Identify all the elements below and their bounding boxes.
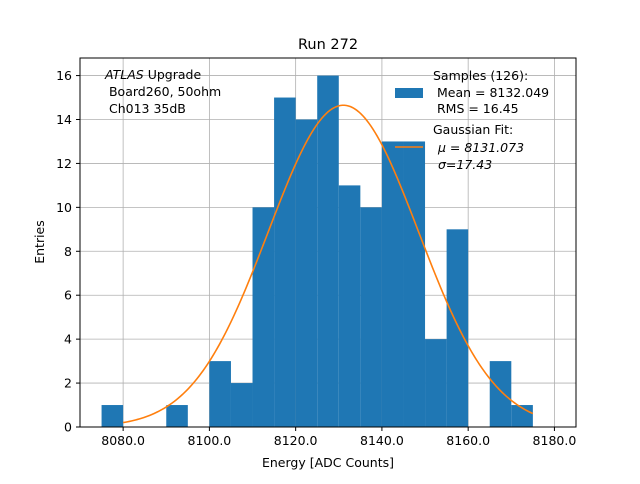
x-tick-label: 8140.0 xyxy=(360,433,404,448)
legend-samples-mean: Mean = 8132.049 xyxy=(433,85,549,100)
x-axis-label: Energy [ADC Counts] xyxy=(262,455,394,470)
legend-samples-rms: RMS = 16.45 xyxy=(433,101,519,116)
chart-title: Run 272 xyxy=(298,37,358,53)
y-axis-label: Entries xyxy=(32,220,47,264)
annotation-line-1: ATLAS Upgrade xyxy=(104,67,201,82)
histogram-bar xyxy=(338,185,361,427)
y-tick-label: 16 xyxy=(56,68,72,83)
x-axis-ticks: 8080.0 8100.0 8120.0 8140.0 8160.0 8180.0 xyxy=(101,427,576,448)
y-tick-label: 14 xyxy=(56,112,72,127)
x-tick-label: 8160.0 xyxy=(446,433,490,448)
legend-fit-mu: μ = 8131.073 xyxy=(437,140,524,155)
histogram-bar xyxy=(101,405,124,427)
annotation-block: ATLAS Upgrade Board260, 50ohm Ch013 35dB xyxy=(104,67,221,116)
histogram-bar xyxy=(274,97,296,428)
histogram-bar xyxy=(446,229,469,427)
annotation-line-3: Ch013 35dB xyxy=(105,101,186,116)
legend-samples-swatch xyxy=(395,88,423,98)
y-tick-label: 2 xyxy=(64,376,72,391)
y-axis-ticks: 0 2 4 6 8 10 12 14 16 xyxy=(56,68,80,435)
y-tick-label: 8 xyxy=(64,244,72,259)
legend-samples-title: Samples (126): xyxy=(433,68,528,83)
annotation-line-2: Board260, 50ohm xyxy=(105,84,221,99)
histogram-bar xyxy=(295,119,318,427)
histogram-bar xyxy=(360,207,382,427)
histogram-bar xyxy=(209,361,231,427)
histogram-bar xyxy=(425,339,447,427)
histogram-bars xyxy=(101,75,533,428)
y-tick-label: 12 xyxy=(56,156,72,171)
histogram-bar xyxy=(317,75,339,428)
legend-fit-title: Gaussian Fit: xyxy=(433,122,513,137)
histogram-bar xyxy=(381,141,404,427)
x-tick-label: 8120.0 xyxy=(274,433,318,448)
x-tick-label: 8100.0 xyxy=(188,433,232,448)
y-tick-label: 10 xyxy=(56,200,72,215)
histogram-bar xyxy=(252,207,275,427)
annotation-upgrade: Upgrade xyxy=(144,67,202,82)
annotation-experiment: ATLAS xyxy=(104,67,144,82)
axes-frame xyxy=(79,57,577,428)
histogram-bar xyxy=(166,405,188,427)
y-tick-label: 0 xyxy=(64,420,72,435)
x-tick-label: 8180.0 xyxy=(533,433,577,448)
legend: Samples (126): Mean = 8132.049 RMS = 16.… xyxy=(395,68,549,172)
x-tick-label: 8080.0 xyxy=(101,433,145,448)
gaussian-fit-curve xyxy=(122,104,534,424)
histogram-bar xyxy=(489,361,512,427)
legend-fit-sigma: σ=17.43 xyxy=(438,157,492,172)
histogram-bar xyxy=(230,383,253,427)
histogram-bar xyxy=(403,141,426,427)
y-tick-label: 4 xyxy=(64,332,72,347)
y-tick-label: 6 xyxy=(64,288,72,303)
